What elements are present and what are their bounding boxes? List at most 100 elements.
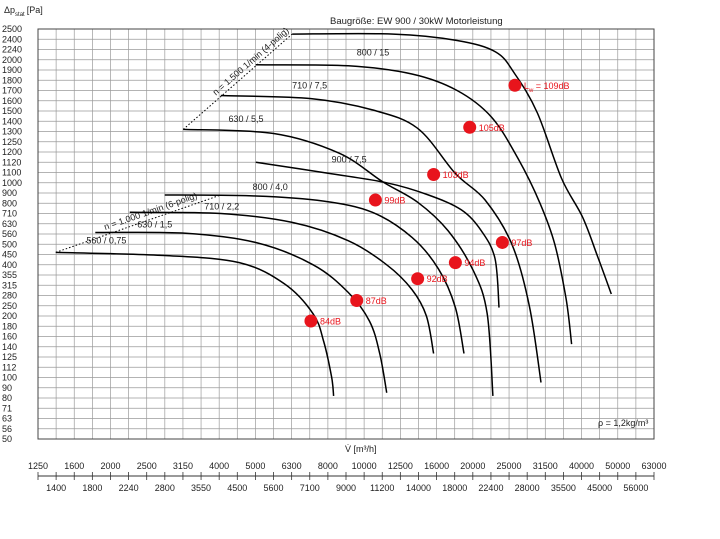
- noise-label: 87dB: [366, 296, 387, 306]
- x-tick-label: 31500: [533, 461, 558, 471]
- noise-label: 92dB: [427, 274, 448, 284]
- y-tick-label: 2240: [2, 45, 22, 55]
- x-tick-label: 6300: [282, 461, 302, 471]
- noise-marker: [508, 78, 522, 92]
- x-tick-label: 7100: [300, 483, 320, 493]
- y-tick-label: 1600: [2, 96, 22, 106]
- x-tick-label: 40000: [569, 461, 594, 471]
- y-tick-label: 1400: [2, 116, 22, 126]
- x-tick-label: 56000: [623, 483, 648, 493]
- x-tick-label: 1800: [82, 483, 102, 493]
- x-tick-label: 10000: [352, 461, 377, 471]
- curve-label: 710 / 7,5: [292, 80, 327, 90]
- y-tick-label: 90: [2, 383, 12, 393]
- y-tick-label: 500: [2, 239, 17, 249]
- y-tick-label: 100: [2, 373, 17, 383]
- x-tick-label: 11200: [370, 483, 394, 493]
- y-tick-label: 710: [2, 209, 17, 219]
- x-tick-label: 25000: [497, 461, 522, 471]
- y-axis-tick-labels: 2500240022402000190018001700160015001400…: [2, 24, 22, 444]
- fan-curve: [292, 32, 613, 295]
- y-tick-label: 1300: [2, 127, 22, 137]
- y-tick-label: 63: [2, 414, 12, 424]
- speed-line-label: n = 1.500 1/min (4-polig): [211, 25, 291, 97]
- x-tick-label: 5600: [264, 483, 284, 493]
- x-tick-label: 2500: [137, 461, 157, 471]
- x-axis-tick-labels: 1250 1600 2000 2500 3150 4000 5000 6300 8000 1000…: [28, 461, 667, 493]
- fan-curve: [129, 211, 435, 354]
- x-tick-label: 9000: [336, 483, 356, 493]
- noise-marker: [448, 256, 462, 270]
- grid: [37, 28, 655, 440]
- noise-label: 97dB: [511, 238, 532, 248]
- y-tick-label: 200: [2, 311, 17, 321]
- y-tick-label: 800: [2, 198, 17, 208]
- y-tick-label: 160: [2, 332, 17, 342]
- x-tick-label: 28000: [515, 483, 540, 493]
- chart-title: Baugröße: EW 900 / 30kW Motorleistung: [330, 16, 503, 27]
- x-tick-label: 4000: [209, 461, 229, 471]
- x-tick-label: 45000: [587, 483, 612, 493]
- y-axis-title-main: Δp: [4, 5, 15, 15]
- x-tick-label: 8000: [318, 461, 338, 471]
- y-tick-label: 400: [2, 260, 17, 270]
- x-tick-label: 1250: [28, 461, 48, 471]
- noise-marker: [427, 167, 441, 181]
- fan-curve: [164, 194, 465, 354]
- noise-marker: [495, 235, 509, 249]
- x-tick-label: 20000: [460, 461, 485, 471]
- y-tick-label: 2400: [2, 34, 22, 44]
- y-tick-label: 1200: [2, 147, 22, 157]
- x-tick-label: 2240: [119, 483, 139, 493]
- x-tick-label: 4500: [227, 483, 247, 493]
- fan-curve: [255, 64, 573, 345]
- x-tick-label: 63000: [641, 461, 666, 471]
- noise-label: 84dB: [320, 316, 341, 326]
- y-tick-label: 56: [2, 424, 12, 434]
- noise-label: 94dB: [464, 258, 485, 268]
- y-tick-label: 280: [2, 291, 17, 301]
- fan-curve: [95, 231, 388, 393]
- y-tick-label: 1700: [2, 86, 22, 96]
- noise-label: 103dB: [443, 170, 469, 180]
- x-tick-label: 35500: [551, 483, 576, 493]
- x-tick-label: 5000: [245, 461, 265, 471]
- y-tick-label: 315: [2, 280, 17, 290]
- x-tick-label: 50000: [605, 461, 630, 471]
- x-tick-label: 1400: [46, 483, 66, 493]
- curve-label: 630 / 1,5: [137, 219, 172, 229]
- noise-marker: [304, 314, 318, 328]
- noise-label: 105dB: [479, 123, 505, 133]
- y-tick-label: 630: [2, 219, 17, 229]
- fan-curve: [220, 94, 542, 383]
- noise-marker: [411, 272, 425, 286]
- fan-curve: [183, 128, 494, 396]
- curve-label: 560 / 0,75: [86, 235, 126, 245]
- fan-curve: [55, 251, 335, 396]
- x-tick-label: 12500: [388, 461, 413, 471]
- y-tick-label: 1120: [2, 157, 21, 167]
- noise-markers: 84dB 87dB 92dB 94dB 97dB 99dB 103dB 105dB Lw = 1…: [304, 78, 570, 328]
- fan-curve: [255, 161, 500, 308]
- density-note: ρ = 1,2kg/m³: [598, 418, 648, 428]
- x-tick-label: 3550: [191, 483, 211, 493]
- y-tick-label: 1250: [2, 137, 22, 147]
- y-tick-label: 355: [2, 270, 17, 280]
- noise-label: 99dB: [384, 196, 405, 206]
- y-tick-label: 1900: [2, 65, 22, 75]
- y-tick-label: 50: [2, 434, 12, 444]
- x-tick-label: 3150: [173, 461, 193, 471]
- x-tick-label: 1600: [64, 461, 84, 471]
- x-tick-label: 14000: [406, 483, 431, 493]
- y-tick-label: 2000: [2, 55, 22, 65]
- x-axis-title: V̇ [m³/h]: [345, 444, 377, 454]
- noise-marker: [350, 293, 364, 307]
- y-tick-label: 1800: [2, 75, 22, 85]
- curve-label: 900 / 7,5: [332, 154, 367, 164]
- y-tick-label: 450: [2, 250, 17, 260]
- x-tick-label: 18000: [442, 483, 467, 493]
- plot-frame: [37, 28, 655, 440]
- y-tick-label: 140: [2, 342, 17, 352]
- noise-marker: [368, 193, 382, 207]
